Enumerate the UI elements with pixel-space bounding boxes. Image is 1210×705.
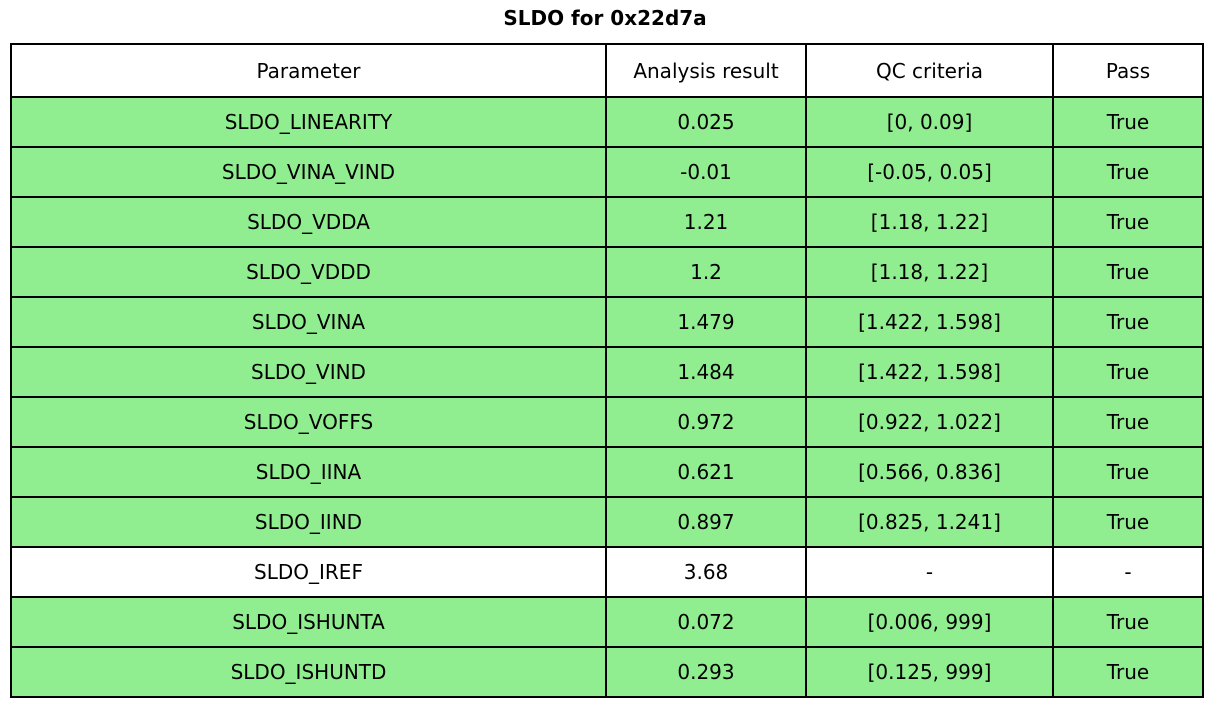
- table-row: SLDO_VDDA 1.21 [1.18, 1.22] True: [10, 196, 1204, 248]
- cell-analysis-result: 1.484: [605, 346, 807, 398]
- cell-analysis-result: -0.01: [605, 146, 807, 198]
- cell-analysis-result: 1.479: [605, 296, 807, 348]
- qc-results-table: Parameter Analysis result QC criteria Pa…: [10, 43, 1204, 698]
- cell-qc-criteria: [1.18, 1.22]: [805, 196, 1054, 248]
- column-header-parameter: Parameter: [10, 43, 607, 98]
- cell-qc-criteria: [0, 0.09]: [805, 96, 1054, 148]
- table-header: Parameter Analysis result QC criteria Pa…: [10, 43, 1204, 98]
- table-row: SLDO_VOFFS 0.972 [0.922, 1.022] True: [10, 396, 1204, 448]
- cell-qc-criteria: [0.825, 1.241]: [805, 496, 1054, 548]
- cell-analysis-result: 1.21: [605, 196, 807, 248]
- cell-pass: True: [1052, 596, 1204, 648]
- cell-pass: True: [1052, 346, 1204, 398]
- cell-analysis-result: 0.293: [605, 646, 807, 698]
- cell-pass: True: [1052, 196, 1204, 248]
- cell-parameter: SLDO_VINA: [10, 296, 607, 348]
- cell-pass: True: [1052, 446, 1204, 498]
- cell-analysis-result: 0.972: [605, 396, 807, 448]
- cell-pass: True: [1052, 296, 1204, 348]
- table-row: SLDO_ISHUNTA 0.072 [0.006, 999] True: [10, 596, 1204, 648]
- cell-parameter: SLDO_VDDD: [10, 246, 607, 298]
- column-header-analysis-result: Analysis result: [605, 43, 807, 98]
- column-header-qc-criteria: QC criteria: [805, 43, 1054, 98]
- table-row: SLDO_ISHUNTD 0.293 [0.125, 999] True: [10, 646, 1204, 698]
- cell-qc-criteria: [-0.05, 0.05]: [805, 146, 1054, 198]
- table-row: SLDO_IIND 0.897 [0.825, 1.241] True: [10, 496, 1204, 548]
- cell-pass: True: [1052, 646, 1204, 698]
- cell-analysis-result: 0.621: [605, 446, 807, 498]
- cell-parameter: SLDO_LINEARITY: [10, 96, 607, 148]
- cell-analysis-result: 0.025: [605, 96, 807, 148]
- cell-parameter: SLDO_IIND: [10, 496, 607, 548]
- cell-pass: True: [1052, 96, 1204, 148]
- cell-analysis-result: 1.2: [605, 246, 807, 298]
- cell-pass: True: [1052, 246, 1204, 298]
- table-row: SLDO_VINA 1.479 [1.422, 1.598] True: [10, 296, 1204, 348]
- cell-qc-criteria: [0.566, 0.836]: [805, 446, 1054, 498]
- cell-parameter: SLDO_IREF: [10, 546, 607, 598]
- cell-parameter: SLDO_VDDA: [10, 196, 607, 248]
- cell-qc-criteria: [1.18, 1.22]: [805, 246, 1054, 298]
- table-body: SLDO_LINEARITY 0.025 [0, 0.09] True SLDO…: [10, 96, 1204, 698]
- table-row: SLDO_LINEARITY 0.025 [0, 0.09] True: [10, 96, 1204, 148]
- table-row: SLDO_VIND 1.484 [1.422, 1.598] True: [10, 346, 1204, 398]
- cell-qc-criteria: [0.006, 999]: [805, 596, 1054, 648]
- cell-qc-criteria: [0.125, 999]: [805, 646, 1054, 698]
- table-row: SLDO_VINA_VIND -0.01 [-0.05, 0.05] True: [10, 146, 1204, 198]
- cell-qc-criteria: [0.922, 1.022]: [805, 396, 1054, 448]
- cell-parameter: SLDO_ISHUNTA: [10, 596, 607, 648]
- cell-parameter: SLDO_VINA_VIND: [10, 146, 607, 198]
- cell-analysis-result: 0.072: [605, 596, 807, 648]
- cell-qc-criteria: [1.422, 1.598]: [805, 296, 1054, 348]
- cell-parameter: SLDO_VOFFS: [10, 396, 607, 448]
- cell-pass: True: [1052, 146, 1204, 198]
- table-row: SLDO_IREF 3.68 - -: [10, 546, 1204, 598]
- header-row: Parameter Analysis result QC criteria Pa…: [10, 43, 1204, 98]
- cell-analysis-result: 3.68: [605, 546, 807, 598]
- column-header-pass: Pass: [1052, 43, 1204, 98]
- cell-pass: True: [1052, 396, 1204, 448]
- cell-parameter: SLDO_VIND: [10, 346, 607, 398]
- cell-qc-criteria: -: [805, 546, 1054, 598]
- cell-qc-criteria: [1.422, 1.598]: [805, 346, 1054, 398]
- cell-parameter: SLDO_IINA: [10, 446, 607, 498]
- table-row: SLDO_IINA 0.621 [0.566, 0.836] True: [10, 446, 1204, 498]
- cell-analysis-result: 0.897: [605, 496, 807, 548]
- cell-pass: True: [1052, 496, 1204, 548]
- cell-pass: -: [1052, 546, 1204, 598]
- cell-parameter: SLDO_ISHUNTD: [10, 646, 607, 698]
- chart-title: SLDO for 0x22d7a: [503, 6, 707, 30]
- table-row: SLDO_VDDD 1.2 [1.18, 1.22] True: [10, 246, 1204, 298]
